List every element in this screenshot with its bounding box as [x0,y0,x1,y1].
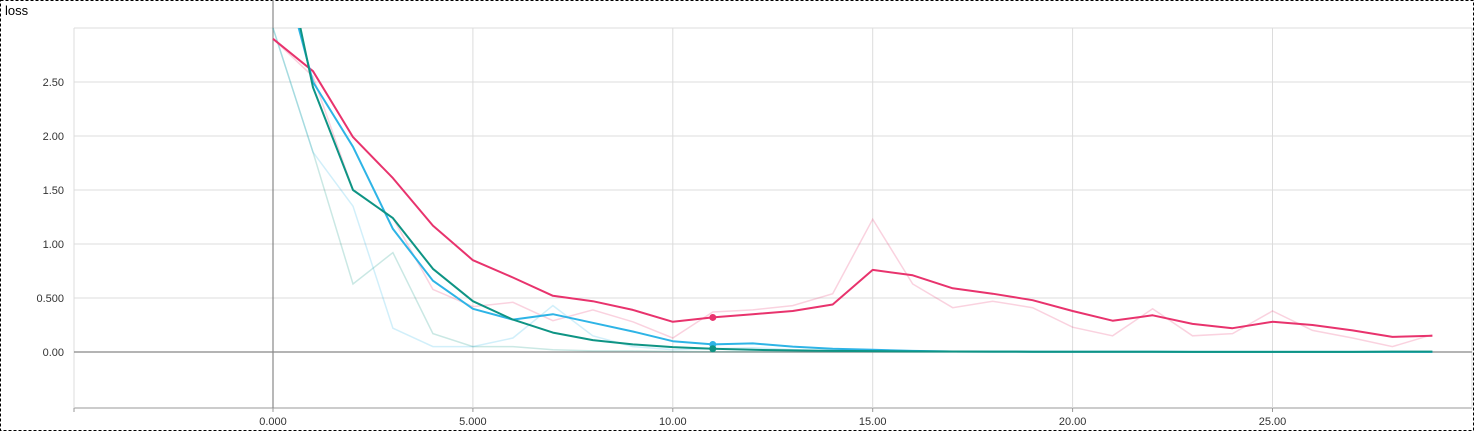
smoothed-series-line [272,38,1433,338]
y-tick-label: 0.500 [36,293,64,305]
hover-point [709,345,717,353]
grid-lines [73,27,1473,409]
y-axis-ticks: 0.00 0.500 1.00 1.50 2.00 2.50 [36,77,64,359]
y-tick-label: 2.00 [43,131,64,143]
raw-series-line [272,38,1433,348]
smoothed-series-line [297,28,1433,353]
y-tick-label: 0.00 [43,347,64,359]
y-tick-label: 1.50 [43,185,64,197]
smoothed-series-line [299,28,1433,353]
chart-title: loss [5,3,29,18]
y-tick-label: 1.00 [43,239,64,251]
x-tick-label: 10.00 [659,416,687,428]
y-tick-label: 2.50 [43,77,64,89]
hover-point [709,313,717,321]
x-tick-label: 0.000 [259,416,287,428]
x-tick-label: 25.00 [1259,416,1287,428]
hover-markers [709,313,717,353]
x-axis-ticks: 0.000 5.000 10.00 15.00 20.00 25.00 [73,408,1287,428]
x-tick-label: 15.00 [859,416,887,428]
smoothed-series-lines [272,28,1433,353]
x-tick-label: 20.00 [1059,416,1087,428]
x-tick-label: 5.000 [459,416,487,428]
